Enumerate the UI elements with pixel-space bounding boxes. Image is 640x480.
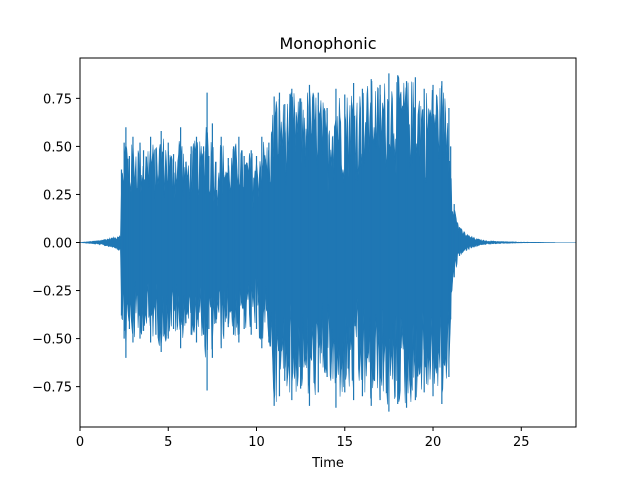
x-tick-label: 0 [76,435,84,450]
chart-title: Monophonic [280,34,377,53]
y-tick-label: −0.75 [32,381,72,396]
x-tick-label: 25 [513,435,530,450]
plot-area [79,73,576,412]
y-tick-label: 0.25 [43,188,72,203]
x-tick-label: 15 [336,435,353,450]
x-axis-label: Time [311,456,344,471]
y-tick-label: −0.25 [32,285,72,300]
y-axis: −0.75 −0.50 −0.25 0.00 0.25 0.50 0.75 [32,92,80,396]
y-tick-label: 0.00 [43,237,72,252]
y-tick-label: 0.50 [43,140,72,155]
x-tick-label: 20 [425,435,442,450]
y-tick-label: 0.75 [43,92,72,107]
x-axis: 0 5 10 15 20 25 [76,427,530,450]
waveform-spikes [120,73,461,412]
x-tick-label: 5 [164,435,172,450]
y-tick-label: −0.50 [32,333,72,348]
x-tick-label: 10 [248,435,265,450]
